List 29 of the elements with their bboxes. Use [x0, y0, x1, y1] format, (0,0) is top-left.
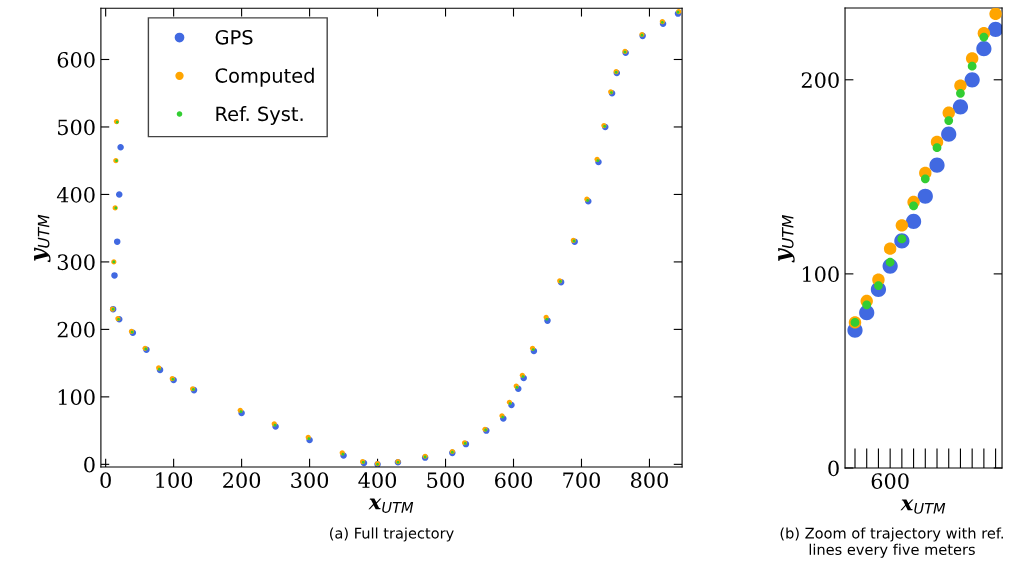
y-tick-label: 500	[58, 119, 95, 136]
legend-label: GPS	[215, 29, 253, 45]
x-tick-label: 0	[100, 472, 111, 489]
legend-label: Ref. Syst.	[216, 106, 303, 125]
y-tick-label: 200	[801, 72, 839, 88]
x-tick-label: 600	[495, 472, 533, 489]
x-tick-label: 700	[563, 472, 600, 489]
x-axis-title: x$_{UTM}$	[368, 498, 414, 513]
text: (b) Zoom of trajectory with ref. lines every five meters	[780, 527, 1003, 558]
y-axis-title: y$_{UTM}$	[34, 214, 51, 263]
x-tick-label: 200	[223, 472, 261, 489]
y-tick-label: 0	[828, 460, 839, 477]
x-tick-label: 600	[871, 473, 909, 489]
x-axis-title: x$_{UTM}$	[900, 499, 946, 514]
y-tick-label: 100	[58, 389, 95, 406]
x-tick-label: 400	[358, 472, 397, 489]
x-tick-label: 300	[291, 472, 329, 489]
x-tick-label: 800	[630, 472, 668, 489]
x-tick-label: 100	[156, 472, 193, 489]
legend-label: Computed	[215, 67, 314, 87]
y-tick-label: 100	[802, 266, 839, 283]
y-tick-label: 300	[57, 254, 95, 271]
y-tick-label: 200	[57, 321, 95, 338]
y-tick-label: 400	[56, 186, 95, 203]
y-axis-title: y$_{UTM}$	[778, 215, 795, 263]
x-tick-label: 500	[427, 472, 465, 489]
text: (a) Full trajectory	[330, 527, 454, 542]
y-tick-label: 600	[57, 51, 95, 68]
y-tick-label: 0	[84, 456, 95, 473]
